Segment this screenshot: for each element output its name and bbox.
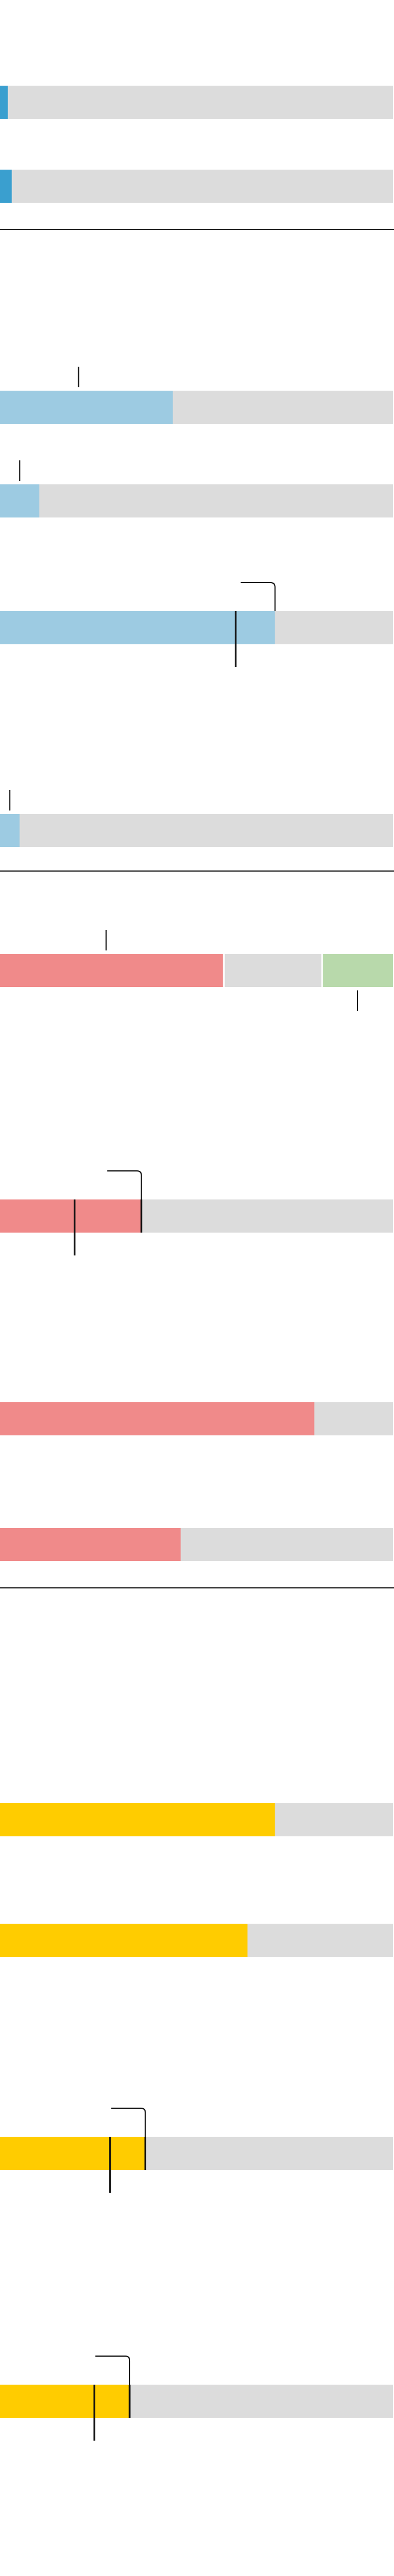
bar-segment — [0, 1803, 275, 1836]
bar-segment — [224, 954, 323, 987]
bar-segment — [0, 2385, 130, 2418]
bar-segment — [0, 1402, 315, 1435]
segment-gap — [223, 954, 225, 987]
bar-segment — [322, 954, 393, 987]
bar-segment — [0, 86, 8, 119]
bar-segment — [0, 954, 224, 987]
bar-segment — [0, 814, 20, 847]
bar-segment — [0, 170, 12, 203]
bar-segment — [0, 1528, 181, 1561]
bar-segment — [0, 2137, 146, 2170]
bar-segment — [0, 1924, 248, 1957]
bar-segment — [0, 484, 39, 517]
bar-segment — [0, 1199, 142, 1233]
annotation-leader — [111, 2108, 146, 2137]
annotation-leader — [240, 582, 276, 611]
bar-track — [0, 170, 393, 203]
bar-segment — [0, 611, 275, 644]
bar-segment — [0, 391, 173, 424]
segment-gap — [321, 954, 323, 987]
annotation-leader — [107, 1170, 142, 1199]
annotation-leader — [95, 2356, 131, 2385]
bar-track — [0, 814, 393, 847]
bar-track — [0, 86, 393, 119]
bar-track — [0, 484, 393, 517]
